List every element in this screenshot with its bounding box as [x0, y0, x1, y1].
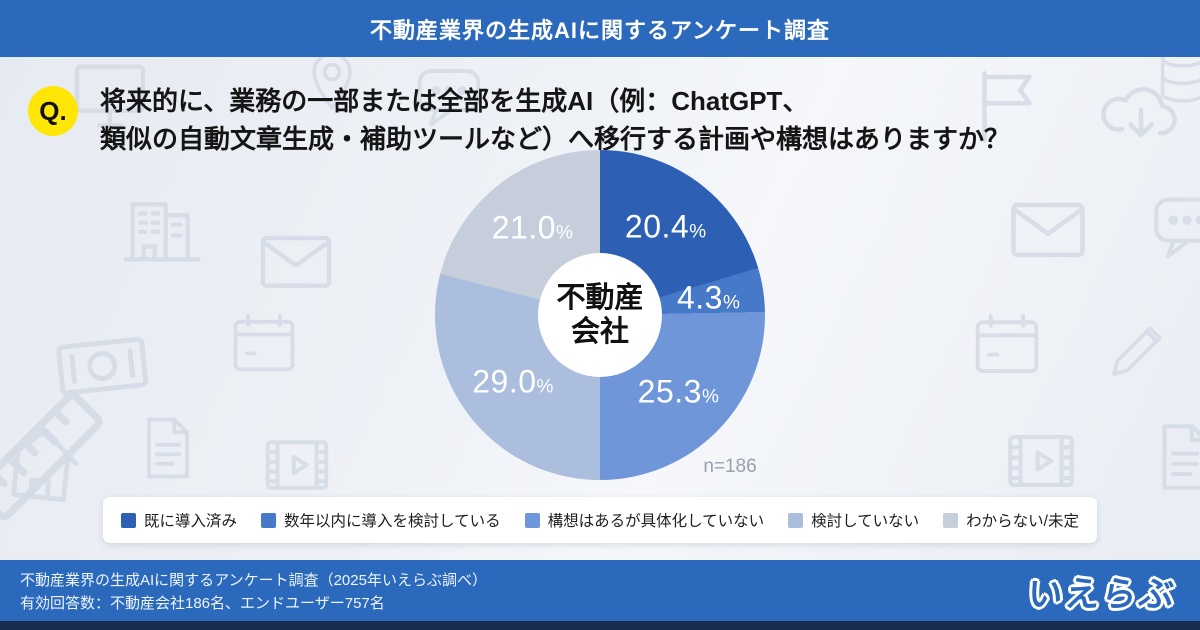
footer-source-line-2: 有効回答数：不動産会社186名、エンドユーザー757名 [20, 595, 385, 612]
legend-item: 既に導入済み [121, 509, 237, 531]
envelope-icon [1002, 182, 1094, 274]
center-label-line-1: 不動産 [556, 282, 644, 314]
question-text: 将来的に、業務の一部または全部を生成AI（例：ChatGPT、 類似の自動文章生… [100, 82, 1010, 158]
calendar-icon [968, 306, 1046, 384]
banknote-icon [47, 309, 157, 419]
legend-swatch [788, 512, 804, 528]
footer-banner: 不動産業界の生成AIに関するアンケート調査（2025年いえらぶ調べ） 有効回答数… [0, 560, 1200, 621]
house-icon [0, 409, 97, 519]
bottom-accent-strip [0, 621, 1200, 630]
slice-label: 21.0% [491, 209, 574, 246]
legend-swatch [943, 512, 959, 528]
footer-source: 不動産業界の生成AIに関するアンケート調査（2025年いえらぶ調べ） 有効回答数… [20, 569, 487, 615]
question-badge-label: Q. [39, 95, 67, 126]
footer-source-line-1: 不動産業界の生成AIに関するアンケート調査（2025年いえらぶ調べ） [20, 572, 487, 589]
legend-swatch [524, 512, 540, 528]
legend-label: 数年以内に導入を検討している [284, 513, 501, 530]
speech-bubble-icon [1146, 186, 1200, 268]
document-icon [130, 410, 206, 486]
film-icon [258, 426, 336, 504]
sample-size-label: n=186 [703, 456, 757, 477]
building-icon [118, 186, 206, 274]
legend-swatch [261, 512, 277, 528]
legend-item: 数年以内に導入を検討している [261, 509, 501, 531]
slice-label: 20.4% [624, 208, 707, 245]
question-badge: Q. [28, 86, 78, 136]
legend-label: わからない/未定 [966, 513, 1079, 530]
pencil-icon [1098, 312, 1176, 390]
legend-label: 既に導入済み [144, 513, 238, 530]
film-icon [1000, 420, 1082, 502]
question-line-1: 将来的に、業務の一部または全部を生成AI（例：ChatGPT、 [100, 86, 809, 116]
cloud-download-icon [1095, 66, 1187, 158]
slice-label: 25.3% [637, 373, 720, 410]
legend-item: 検討していない [788, 509, 919, 531]
document-icon [1144, 416, 1200, 498]
legend-swatch [121, 512, 137, 528]
slice-label: 29.0% [472, 363, 554, 400]
envelope-icon [252, 216, 340, 304]
legend-item: 構想はあるが具体化していない [524, 509, 765, 531]
legend-item: わからない/未定 [943, 509, 1079, 531]
legend-label: 構想はあるが具体化していない [547, 513, 765, 530]
header-banner: 不動産業界の生成AIに関するアンケート調査 [0, 0, 1200, 57]
question-line-2: 類似の自動文章生成・補助ツールなど）へ移行する計画や構想はありますか？ [100, 124, 1011, 154]
slice-label: 4.3% [676, 279, 741, 316]
chart-legend: 既に導入済み 数年以内に導入を検討している 構想はあるが具体化していない 検討していな… [103, 497, 1097, 543]
ielove-logo: いえらぶ [1026, 575, 1178, 614]
center-label-line-2: 会社 [570, 316, 629, 348]
donut-center: 不動産 会社 [538, 253, 662, 377]
page-title: 不動産業界の生成AIに関するアンケート調査 [369, 17, 831, 43]
donut-chart: 不動産 会社 n=186 20.4% 4.3% 25.3% 29.0% 21.0% [435, 150, 765, 480]
legend-label: 検討していない [811, 513, 920, 530]
calendar-icon [226, 306, 302, 382]
